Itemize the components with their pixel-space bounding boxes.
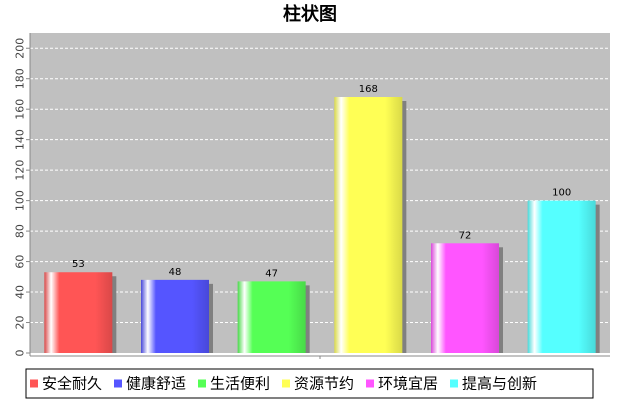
legend-swatch xyxy=(198,379,206,388)
axes: 0 20 40 60 80 100 120 140 160 180 200 xyxy=(14,33,610,359)
y-tick-label: 180 xyxy=(14,68,27,89)
bar xyxy=(141,279,209,353)
bar-value-label: 100 xyxy=(552,188,571,199)
legend-swatch xyxy=(366,379,374,388)
bar xyxy=(237,281,306,353)
legend-swatch xyxy=(114,379,122,388)
bar xyxy=(334,97,403,353)
y-tick-label: 0 xyxy=(14,350,27,357)
y-tick-label: 60 xyxy=(14,255,27,269)
legend-label: 环境宜居 xyxy=(378,375,438,393)
legend-label: 资源节约 xyxy=(294,375,354,393)
y-tick-label: 200 xyxy=(14,38,27,59)
bar xyxy=(44,272,113,353)
bar-value-label: 72 xyxy=(459,230,472,241)
bar-value-label: 168 xyxy=(359,84,378,95)
y-tick-label: 80 xyxy=(14,224,27,238)
legend: 安全耐久 健康舒适 生活便利 资源节约 环境宜居 提高与创新 xyxy=(25,368,594,399)
legend-label: 提高与创新 xyxy=(462,375,537,393)
y-tick-label: 20 xyxy=(14,316,27,330)
y-tick-label: 100 xyxy=(14,190,27,211)
legend-label: 安全耐久 xyxy=(42,375,102,393)
y-tick-label: 120 xyxy=(14,160,27,181)
gridlines xyxy=(30,47,610,324)
y-tick-label: 40 xyxy=(14,285,27,299)
legend-swatch xyxy=(450,379,458,388)
legend-label: 生活便利 xyxy=(210,375,270,393)
legend-swatch xyxy=(30,379,38,388)
plot-area xyxy=(30,33,610,353)
bar-value-label: 48 xyxy=(169,267,182,278)
legend-swatch xyxy=(282,379,290,388)
y-tick-label: 140 xyxy=(14,129,27,150)
bar xyxy=(431,243,499,353)
bars: 53 48 47 168 72 100 xyxy=(44,84,600,353)
bar xyxy=(527,200,596,353)
y-tick-label: 160 xyxy=(14,99,27,120)
bar-value-label: 47 xyxy=(265,268,278,279)
legend-label: 健康舒适 xyxy=(126,375,186,393)
bar-value-label: 53 xyxy=(72,259,85,270)
chart-title: 柱状图 xyxy=(283,3,337,25)
